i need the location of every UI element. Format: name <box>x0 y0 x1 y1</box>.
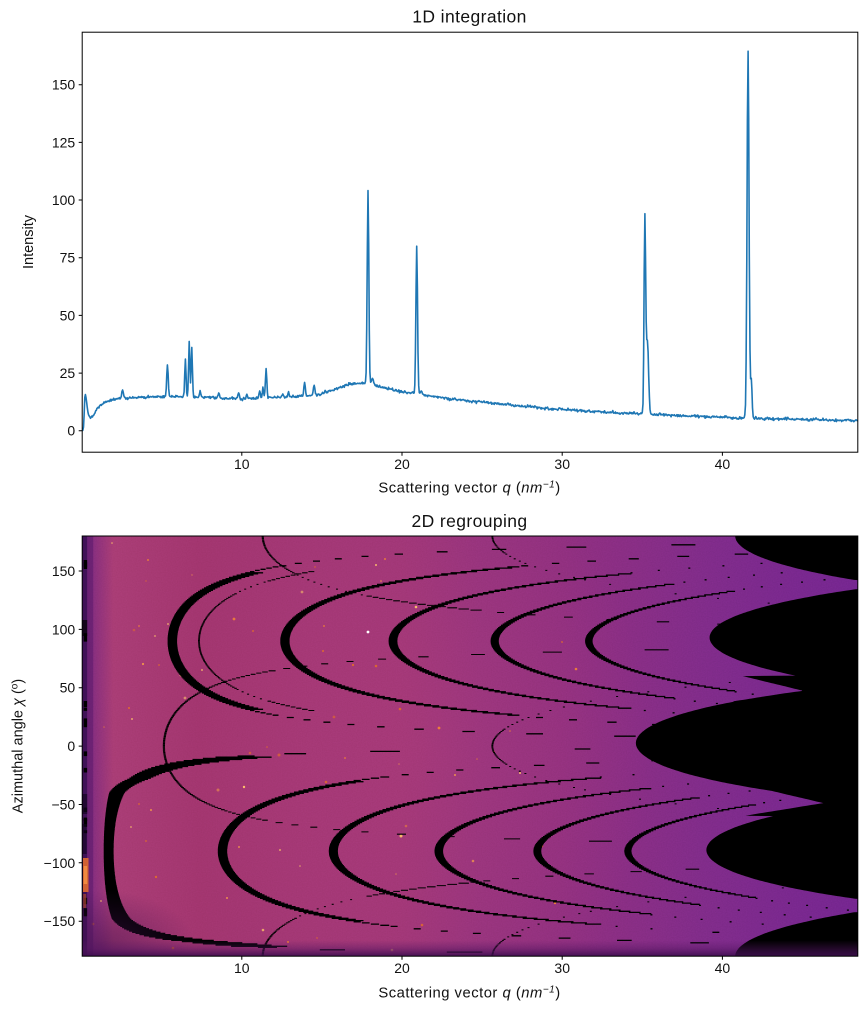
svg-text:−100: −100 <box>44 855 76 871</box>
svg-text:Scattering vector q (nm−1): Scattering vector q (nm−1) <box>378 479 560 497</box>
svg-text:20: 20 <box>394 456 410 472</box>
svg-text:Azimuthal angle χ (o): Azimuthal angle χ (o) <box>9 679 27 813</box>
svg-text:150: 150 <box>52 563 76 579</box>
svg-text:40: 40 <box>715 456 731 472</box>
svg-text:100: 100 <box>52 192 76 208</box>
svg-text:25: 25 <box>60 365 76 381</box>
svg-text:75: 75 <box>60 250 76 266</box>
svg-text:50: 50 <box>60 307 76 323</box>
svg-text:40: 40 <box>715 960 731 976</box>
svg-text:−150: −150 <box>44 913 76 929</box>
svg-text:125: 125 <box>52 134 76 150</box>
svg-text:Scattering vector q (nm−1): Scattering vector q (nm−1) <box>378 984 560 1002</box>
svg-text:150: 150 <box>52 77 76 93</box>
svg-text:30: 30 <box>554 456 570 472</box>
svg-text:30: 30 <box>554 960 570 976</box>
svg-text:1D integration: 1D integration <box>412 7 527 27</box>
svg-text:2D regrouping: 2D regrouping <box>411 511 527 531</box>
svg-text:10: 10 <box>234 456 250 472</box>
svg-text:10: 10 <box>234 960 250 976</box>
svg-text:−50: −50 <box>51 797 75 813</box>
svg-text:0: 0 <box>67 738 75 754</box>
svg-text:50: 50 <box>60 680 76 696</box>
svg-text:Intensity: Intensity <box>21 214 37 269</box>
svg-text:0: 0 <box>67 423 75 439</box>
svg-text:100: 100 <box>52 621 76 637</box>
svg-text:20: 20 <box>394 960 410 976</box>
